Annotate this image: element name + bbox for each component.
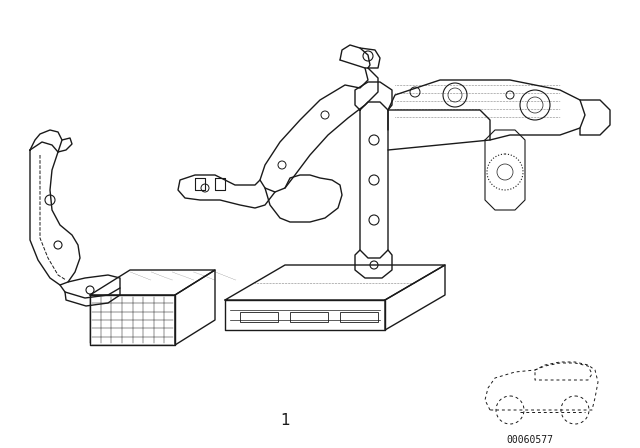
Bar — [290, 311, 328, 322]
Text: 00060577: 00060577 — [506, 435, 554, 445]
Text: 1: 1 — [280, 413, 290, 427]
Bar — [240, 311, 278, 322]
Bar — [340, 311, 378, 322]
